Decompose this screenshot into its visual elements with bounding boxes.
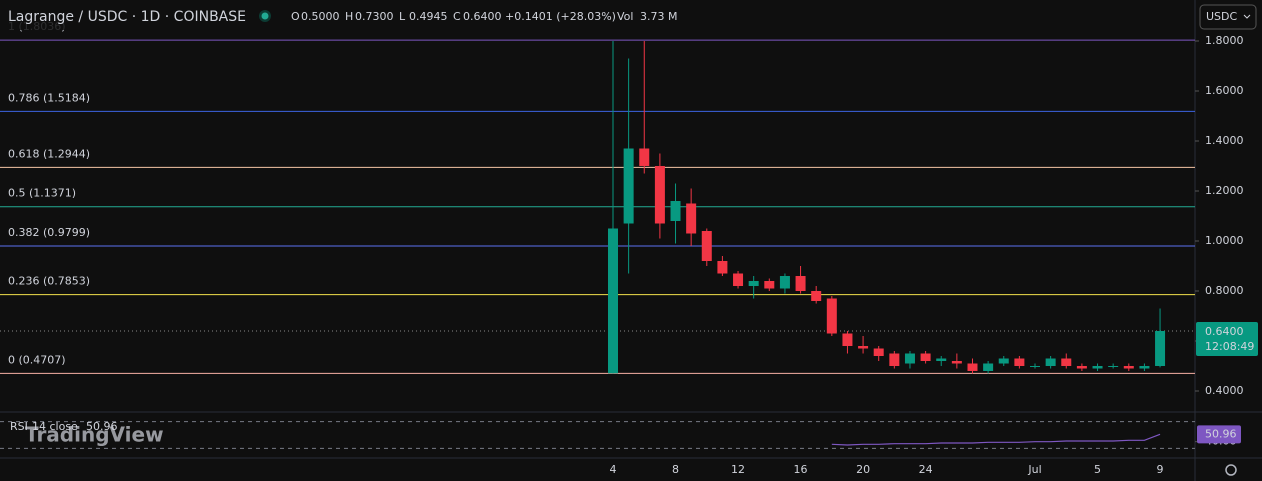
y-tick-label: 1.8000 xyxy=(1205,34,1244,47)
candle-body xyxy=(733,273,744,286)
candle-body xyxy=(717,261,728,274)
candle-body xyxy=(936,358,947,361)
candle-body xyxy=(920,353,931,361)
candle-body xyxy=(1014,358,1025,366)
rsi-value-label: 50.96 xyxy=(1205,427,1237,440)
ohlc-key: C xyxy=(453,10,461,23)
candle-body xyxy=(998,358,1009,364)
watermark: TradingView xyxy=(25,423,164,447)
header-bg xyxy=(0,2,690,30)
candle-body xyxy=(795,276,806,291)
candle-body xyxy=(623,148,634,224)
fib-label: 0.786 (1.5184) xyxy=(8,91,90,104)
candle-body xyxy=(748,281,759,286)
candle-body xyxy=(686,203,697,234)
candle-body xyxy=(811,291,822,301)
candle-body xyxy=(1045,358,1056,366)
candle-body xyxy=(1076,366,1087,369)
countdown: 12:08:49 xyxy=(1205,340,1254,353)
currency-dropdown[interactable] xyxy=(1199,4,1257,30)
ohlc-key: O xyxy=(291,10,300,23)
fib-label: 0 (0.4707) xyxy=(8,353,66,366)
candle-body xyxy=(826,298,837,334)
rsi-value-tag xyxy=(1197,425,1241,444)
rsi-line xyxy=(831,433,1161,446)
x-tick-label: 16 xyxy=(794,463,808,476)
candle-body xyxy=(873,348,884,356)
candle-body xyxy=(1108,366,1119,367)
volume-key: Vol xyxy=(617,10,633,23)
ohlc-value: 0.5000 xyxy=(301,10,340,23)
candle-body xyxy=(654,166,665,224)
candle-body xyxy=(1061,358,1072,366)
candle-body xyxy=(701,231,712,261)
currency-label: USDC xyxy=(1206,10,1238,23)
candle-body xyxy=(1155,331,1166,366)
candle-body xyxy=(670,201,681,221)
candle-body xyxy=(1139,366,1150,369)
settings-icon[interactable] xyxy=(1225,464,1237,476)
x-tick-label: 20 xyxy=(856,463,870,476)
ohlc-key: H xyxy=(345,10,353,23)
candle-body xyxy=(858,346,869,349)
symbol-title: Lagrange / USDC · 1D · COINBASE xyxy=(8,9,246,25)
candle-body xyxy=(983,363,994,371)
y-tick-label: 0.4000 xyxy=(1205,384,1244,397)
x-tick-label: 9 xyxy=(1157,463,1164,476)
price-change: +0.1401 (+28.03%) xyxy=(505,10,616,23)
ohlc-key: L xyxy=(399,10,406,23)
rsi-name: RSI xyxy=(10,420,28,433)
candle-body xyxy=(842,333,853,346)
candle-body xyxy=(904,353,915,364)
rsi-params: 14 close xyxy=(32,420,78,433)
candle-body xyxy=(889,353,900,366)
candle-body xyxy=(951,361,962,364)
y-tick-label: 1.4000 xyxy=(1205,134,1244,147)
y-tick-label: 1.6000 xyxy=(1205,84,1244,97)
volume-value: 3.73 M xyxy=(640,10,677,23)
fib-label: 0.5 (1.1371) xyxy=(8,187,76,200)
fib-label: 0.236 (0.7853) xyxy=(8,275,90,288)
x-tick-label: 4 xyxy=(610,463,617,476)
x-tick-label: Jul xyxy=(1027,463,1041,476)
ohlc-value: 0.7300 xyxy=(355,10,394,23)
y-tick-label: 1.2000 xyxy=(1205,184,1244,197)
candle-body xyxy=(608,228,618,374)
fib-label: 0.618 (1.2944) xyxy=(8,147,90,160)
x-tick-label: 12 xyxy=(731,463,745,476)
status-dot xyxy=(261,12,269,20)
x-tick-label: 8 xyxy=(672,463,679,476)
rsi-legend-value: 50.96 xyxy=(86,420,118,433)
candle-body xyxy=(1123,366,1134,369)
x-tick-label: 5 xyxy=(1094,463,1101,476)
dropdown-chevron xyxy=(1243,14,1251,19)
candle-body xyxy=(779,276,790,289)
y-tick-label: 1.0000 xyxy=(1205,234,1244,247)
x-tick-label: 24 xyxy=(919,463,933,476)
candle-body xyxy=(967,363,978,371)
candle-body xyxy=(764,281,775,289)
candle-body xyxy=(1092,366,1103,369)
y-tick-label: 0.8000 xyxy=(1205,284,1244,297)
ohlc-value: 0.4945 xyxy=(409,10,448,23)
last-price-label: 0.6400 xyxy=(1205,325,1244,338)
last-price-tag xyxy=(1196,322,1258,356)
fib-label: 0.382 (0.9799) xyxy=(8,226,90,239)
ohlc-value: 0.6400 xyxy=(463,10,502,23)
candle-body xyxy=(639,148,650,166)
candle-body xyxy=(1030,366,1041,367)
